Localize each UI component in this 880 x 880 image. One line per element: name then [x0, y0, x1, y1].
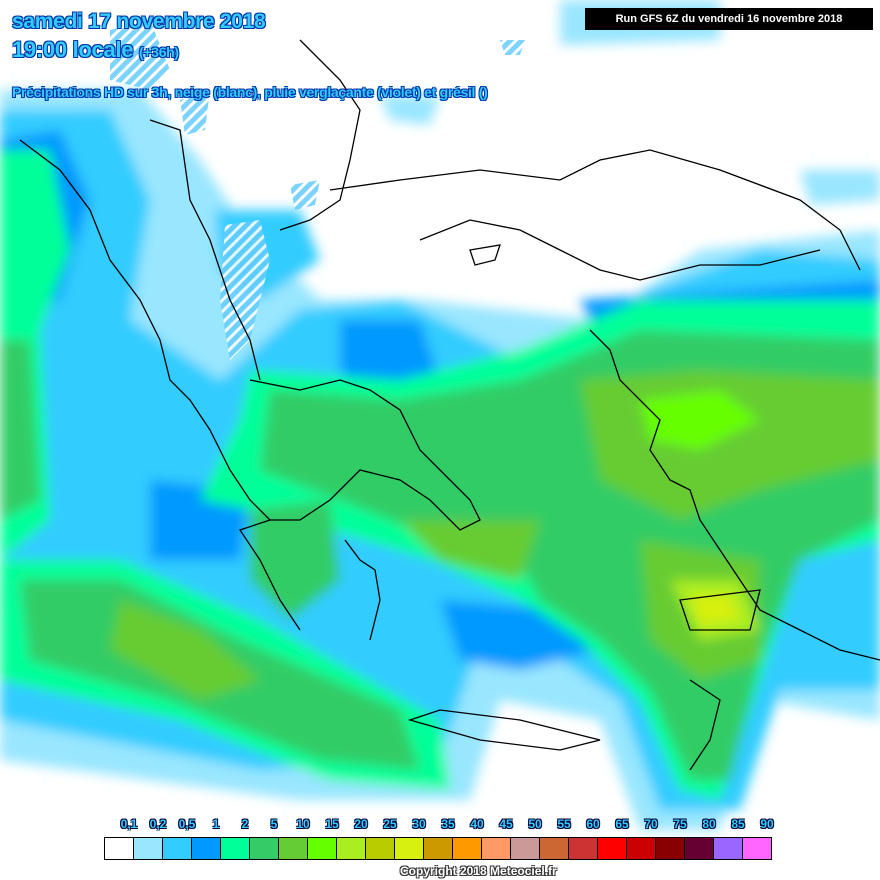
- legend-label: 20: [354, 817, 368, 831]
- copyright: Copyright 2018 Meteociel.fr: [400, 864, 557, 878]
- legend-swatch: [192, 838, 221, 859]
- legend-swatch: [569, 838, 598, 859]
- legend-label: 60: [586, 817, 600, 831]
- legend-label: 70: [644, 817, 658, 831]
- legend-swatch: [453, 838, 482, 859]
- legend-swatch: [337, 838, 366, 859]
- legend-label: 90: [760, 817, 774, 831]
- forecast-date: samedi 17 novembre 2018: [12, 10, 266, 33]
- legend-swatch: [598, 838, 627, 859]
- legend-label: 2: [241, 817, 249, 831]
- legend-swatch: [134, 838, 163, 859]
- lead-time: (+36h): [138, 44, 179, 60]
- legend-swatch: [366, 838, 395, 859]
- legend-swatch: [743, 838, 771, 859]
- legend-label: 80: [702, 817, 716, 831]
- legend-swatch: [540, 838, 569, 859]
- legend-label: 1: [212, 817, 220, 831]
- legend-label: 15: [325, 817, 339, 831]
- local-time: 19:00 locale: [12, 37, 134, 62]
- legend-swatch: [250, 838, 279, 859]
- legend-label: 5: [270, 817, 278, 831]
- legend-label: 10: [296, 817, 310, 831]
- legend-swatch: [163, 838, 192, 859]
- map-description: Précipitations HD sur 3h, neige (blanc),…: [12, 84, 488, 100]
- legend-swatch: [105, 838, 134, 859]
- legend-swatch: [656, 838, 685, 859]
- legend-swatch: [395, 838, 424, 859]
- legend-swatch: [511, 838, 540, 859]
- forecast-time: 19:00 locale (+36h): [12, 37, 179, 63]
- legend-label: 55: [557, 817, 571, 831]
- legend-label: 65: [615, 817, 629, 831]
- model-run-label: Run GFS 6Z du vendredi 16 novembre 2018: [585, 8, 873, 30]
- legend-label: 50: [528, 817, 542, 831]
- legend-label: 0,1: [120, 817, 138, 831]
- legend-swatch: [482, 838, 511, 859]
- color-legend: [104, 837, 772, 860]
- legend-swatch: [714, 838, 743, 859]
- legend-swatch: [627, 838, 656, 859]
- legend-swatch: [308, 838, 337, 859]
- coastlines: [19, 39, 880, 771]
- legend-swatch: [685, 838, 714, 859]
- legend-label: 0,5: [178, 817, 196, 831]
- legend-swatch: [221, 838, 250, 859]
- legend-swatch: [424, 838, 453, 859]
- legend-swatch: [279, 838, 308, 859]
- legend-label: 0,2: [149, 817, 167, 831]
- legend-label: 40: [470, 817, 484, 831]
- precip-field: [0, 0, 880, 830]
- snow-areas: [110, 20, 525, 360]
- legend-label: 25: [383, 817, 397, 831]
- legend-label: 30: [412, 817, 426, 831]
- legend-label: 45: [499, 817, 513, 831]
- legend-label: 85: [731, 817, 745, 831]
- legend-label: 35: [441, 817, 455, 831]
- legend-label: 75: [673, 817, 687, 831]
